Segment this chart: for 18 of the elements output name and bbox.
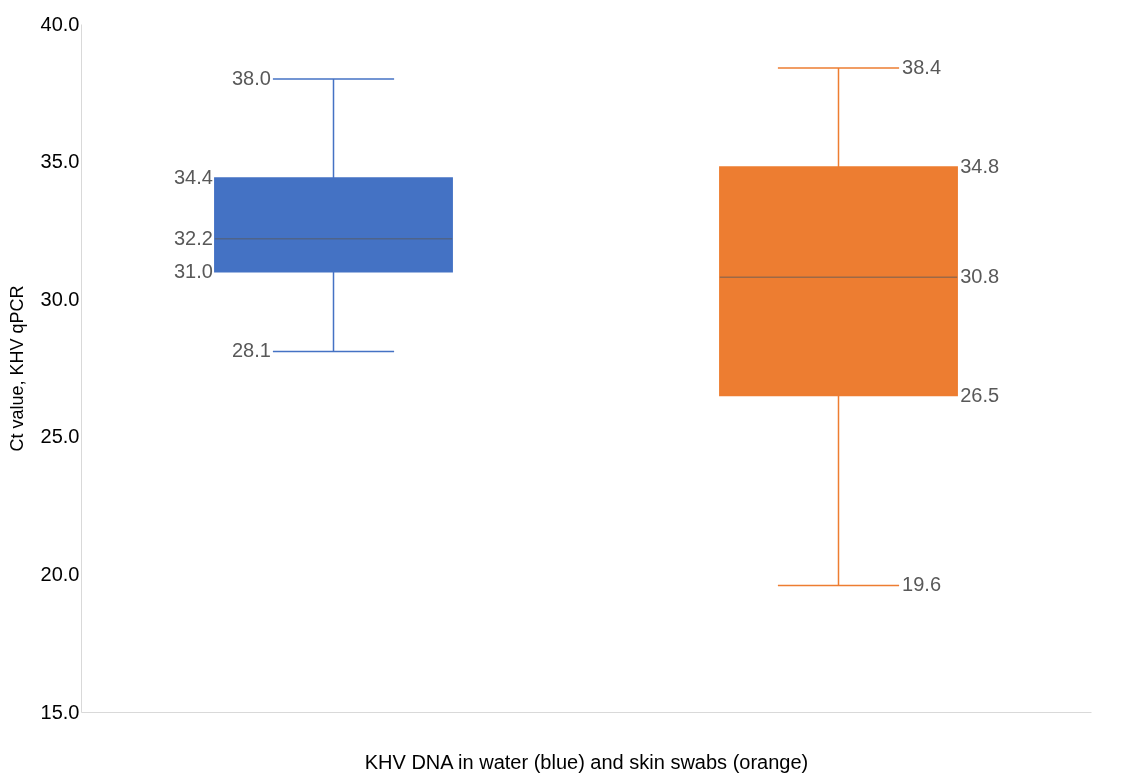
annotation: 30.8: [960, 265, 1000, 288]
annotation: 19.6: [902, 573, 942, 596]
y-tick-label: 20.0: [40, 562, 80, 585]
annotation: 34.8: [960, 155, 1000, 178]
annotation: 32.2: [173, 226, 213, 249]
y-tick-label: 15.0: [40, 700, 80, 723]
annotation: 34.4: [173, 166, 213, 189]
annotation: 26.5: [960, 383, 1000, 406]
y-tick-label: 35.0: [40, 150, 80, 173]
annotation: 38.4: [902, 56, 942, 79]
y-tick-label: 30.0: [40, 287, 80, 310]
annotation: 28.1: [231, 339, 271, 362]
y-tick-label: 25.0: [40, 425, 80, 448]
y-tick-label: 40.0: [40, 12, 80, 35]
x-axis-title: KHV DNA in water (blue) and skin swabs (orange): [364, 750, 809, 773]
y-axis-title: Ct value, KHV qPCR: [6, 285, 27, 452]
annotation: 31.0: [173, 259, 213, 282]
annotation: 38.0: [231, 67, 271, 90]
